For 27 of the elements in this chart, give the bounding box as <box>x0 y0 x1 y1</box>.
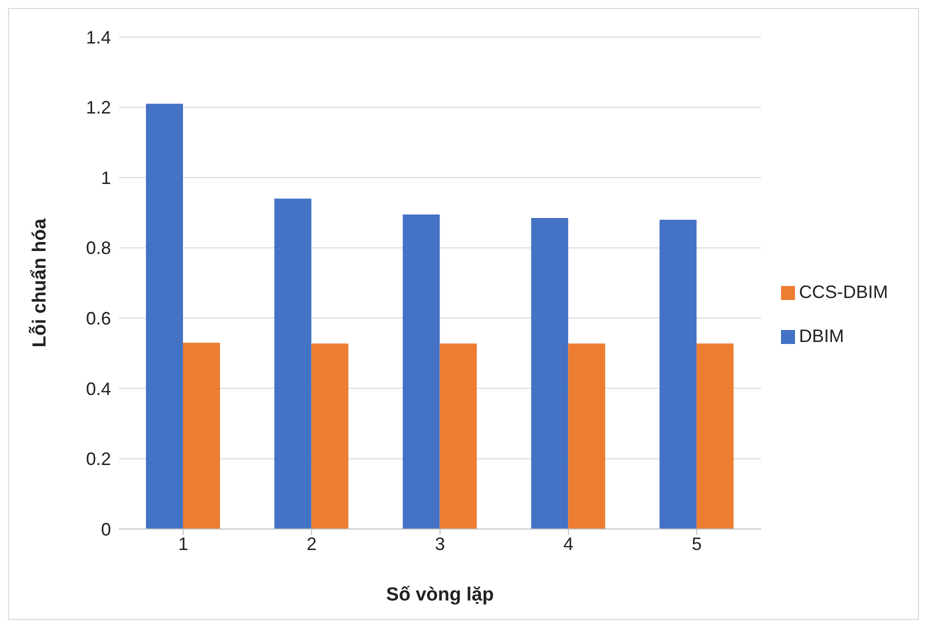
y-tick-label: 1 <box>100 168 111 188</box>
legend-label: CCS-DBIM <box>799 282 888 302</box>
bar <box>440 343 477 529</box>
legend-label: DBIM <box>799 326 844 346</box>
x-tick-label: 4 <box>563 534 574 554</box>
bar <box>531 218 568 529</box>
y-tick-label: 0.4 <box>86 378 111 399</box>
bar <box>311 343 348 529</box>
bar <box>568 343 606 529</box>
x-tick-label: 3 <box>434 534 446 554</box>
x-tick-label: 1 <box>178 534 188 554</box>
bar <box>402 214 440 529</box>
x-tick-label: 5 <box>692 534 702 554</box>
bar <box>146 104 183 529</box>
y-tick-label: 0.8 <box>86 238 111 258</box>
y-tick-label: 1.4 <box>86 27 111 48</box>
x-axis-title: Số vòng lặp <box>386 584 494 606</box>
y-tick-label: 1.2 <box>86 98 111 118</box>
x-tick-label: 2 <box>306 534 317 554</box>
bar <box>182 342 220 529</box>
y-tick-label: 0 <box>100 519 111 540</box>
bar <box>660 220 697 529</box>
bar <box>274 198 312 529</box>
bar <box>696 343 734 529</box>
y-tick-label: 0.6 <box>86 308 111 329</box>
y-tick-label: 0.2 <box>86 449 111 470</box>
y-axis-title: Lỗi chuẩn hóa <box>28 218 51 348</box>
